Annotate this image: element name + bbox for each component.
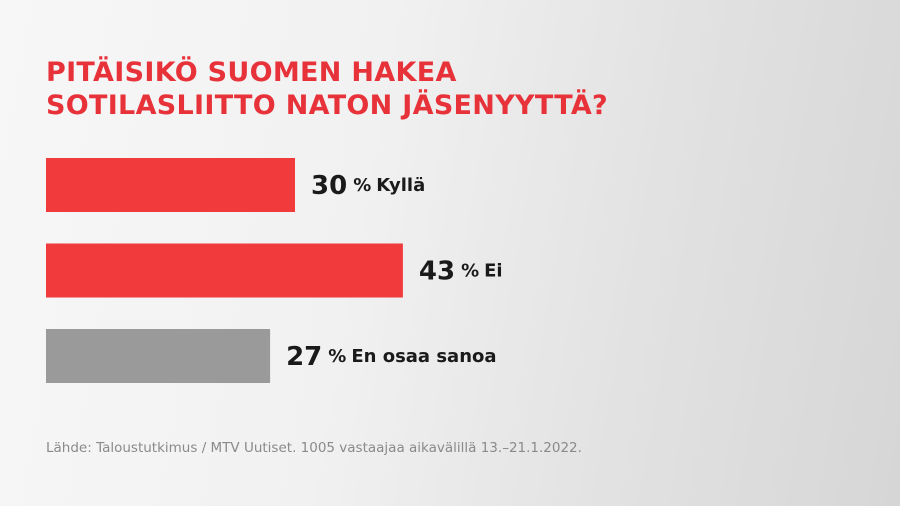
value-label: 30	[311, 171, 347, 201]
unit-label: %	[461, 261, 479, 282]
value-label: 43	[419, 256, 455, 286]
unit-label: %	[353, 175, 371, 196]
category-label: Ei	[484, 261, 502, 282]
source-note: Lähde: Taloustutkimus / MTV Uutiset. 100…	[46, 440, 582, 456]
category-label: En osaa sanoa	[351, 346, 496, 367]
bar	[46, 243, 403, 298]
bar-label: 30% Kyllä	[311, 171, 425, 201]
unit-label: %	[328, 346, 346, 367]
category-label: Kyllä	[376, 175, 425, 196]
bar-label: 43% Ei	[419, 256, 503, 286]
value-label: 27	[286, 342, 322, 372]
bar	[46, 158, 295, 212]
chart-title: PITÄISIKÖ SUOMEN HAKEA SOTILASLIITTO NAT…	[46, 57, 609, 121]
bar-label: 27% En osaa sanoa	[286, 342, 496, 372]
bar	[46, 329, 271, 383]
